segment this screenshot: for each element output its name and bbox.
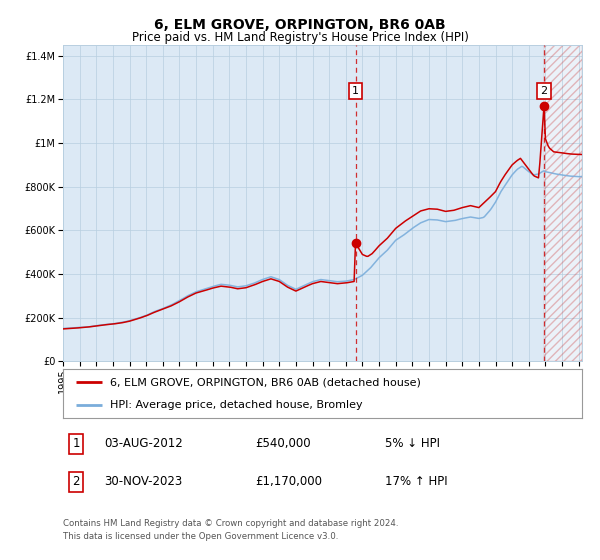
- Text: £540,000: £540,000: [255, 437, 311, 450]
- Text: 1: 1: [73, 437, 80, 450]
- Bar: [544, 45, 582, 361]
- Text: HPI: Average price, detached house, Bromley: HPI: Average price, detached house, Brom…: [110, 399, 362, 409]
- Text: 1: 1: [352, 86, 359, 96]
- Bar: [544, 45, 582, 361]
- Text: 6, ELM GROVE, ORPINGTON, BR6 0AB (detached house): 6, ELM GROVE, ORPINGTON, BR6 0AB (detach…: [110, 377, 421, 388]
- Text: 5% ↓ HPI: 5% ↓ HPI: [385, 437, 440, 450]
- Text: 6, ELM GROVE, ORPINGTON, BR6 0AB: 6, ELM GROVE, ORPINGTON, BR6 0AB: [154, 18, 446, 32]
- Text: This data is licensed under the Open Government Licence v3.0.: This data is licensed under the Open Gov…: [63, 532, 338, 541]
- Text: 2: 2: [73, 475, 80, 488]
- Text: 2: 2: [541, 86, 548, 96]
- Text: 30-NOV-2023: 30-NOV-2023: [104, 475, 183, 488]
- Text: £1,170,000: £1,170,000: [255, 475, 322, 488]
- Text: Contains HM Land Registry data © Crown copyright and database right 2024.: Contains HM Land Registry data © Crown c…: [63, 520, 398, 529]
- Text: 17% ↑ HPI: 17% ↑ HPI: [385, 475, 448, 488]
- Text: 03-AUG-2012: 03-AUG-2012: [104, 437, 183, 450]
- Text: Price paid vs. HM Land Registry's House Price Index (HPI): Price paid vs. HM Land Registry's House …: [131, 31, 469, 44]
